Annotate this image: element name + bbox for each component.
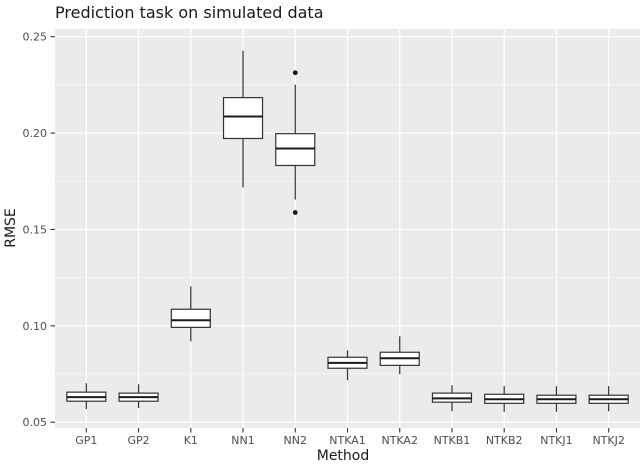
y-tick-label: 0.25 — [23, 31, 48, 44]
box-NN2 — [275, 133, 316, 167]
x-tick-label: NTKA1 — [329, 434, 366, 447]
x-tick-label: NTKB2 — [486, 434, 523, 447]
x-tick-label: NTKJ1 — [540, 434, 572, 447]
y-tick-label: 0.10 — [23, 320, 48, 333]
x-tick-label: NTKB1 — [434, 434, 471, 447]
x-tick-label: NN2 — [284, 434, 307, 447]
x-tick-label: GP2 — [127, 434, 149, 447]
x-tick-label: GP1 — [75, 434, 97, 447]
box-K1 — [170, 308, 211, 328]
chart-title: Prediction task on simulated data — [55, 3, 324, 22]
outlier-NN2 — [292, 70, 298, 76]
box-NN1 — [222, 97, 264, 140]
x-tick-label: NTKA2 — [381, 434, 418, 447]
x-tick-label: NN1 — [231, 434, 254, 447]
x-tick-label: K1 — [184, 434, 198, 447]
x-tick-label: NTKJ2 — [592, 434, 624, 447]
y-tick-label: 0.20 — [23, 127, 48, 140]
y-tick-label: 0.05 — [23, 416, 48, 429]
x-axis-title: Method — [316, 448, 370, 464]
outlier-NN2 — [292, 210, 298, 215]
y-tick-label: 0.15 — [23, 223, 48, 236]
